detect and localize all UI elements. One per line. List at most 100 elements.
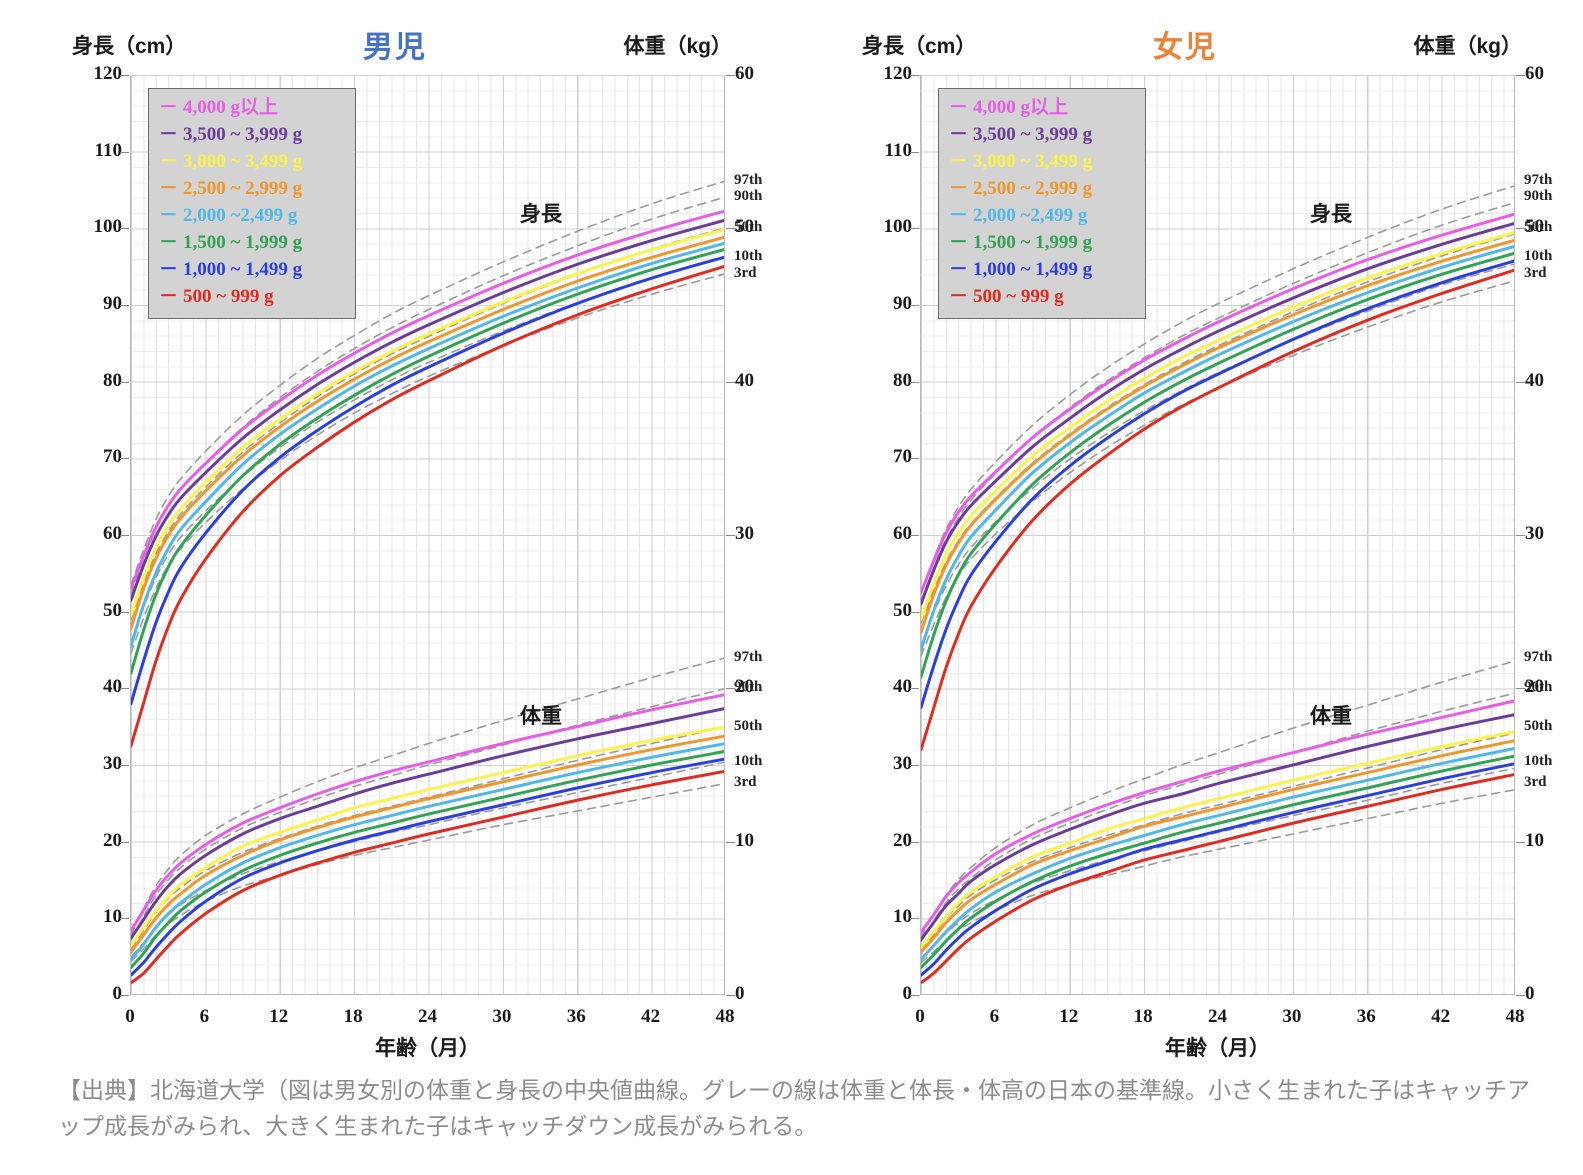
y-tick-left-20: 20: [103, 829, 122, 851]
y-tick-right-0: 0: [735, 983, 745, 1004]
legend-male: － 4,000 g以上－ 3,500 ~ 3,999 g － 3,000 ~ 3,499…: [148, 88, 356, 319]
legend-item-label: 2,000 ~2,499 g: [973, 204, 1088, 226]
curve-4,000 g以上: [131, 693, 724, 933]
x-tick-6: 6: [989, 1006, 1000, 1027]
legend-item-label: 1,000 ~ 1,499 g: [973, 258, 1093, 280]
legend-item-label: 1,500 ~ 1,999 g: [183, 231, 303, 253]
y-tick-left-100: 100: [883, 216, 913, 238]
legend-item-7[interactable]: － 1,000 ~ 1,499 g: [949, 257, 1137, 284]
y-tickmark-right-10: [726, 841, 735, 843]
legend-item-2[interactable]: － 3,500 ~ 3,999 g: [949, 122, 1137, 149]
curve-97th: [131, 657, 724, 936]
curve-4,000 g以上: [921, 212, 1514, 594]
y-tick-right-50: 50: [735, 216, 754, 238]
percentile-label-weight-10th: 10th: [1524, 752, 1553, 769]
curve-2,500 ~ 2,999 g: [131, 734, 724, 954]
left-axis-title-female: 身長（cm）: [862, 35, 977, 58]
percentile-label-weight-3rd: 3rd: [734, 774, 757, 791]
x-tick-36: 36: [1356, 1006, 1376, 1027]
y-axis-left-ticks-female: 120 110 100 90 80 70 60 50 40 30 20 10 0: [864, 63, 913, 1004]
legend-item-1[interactable]: － 4,000 g以上: [159, 95, 347, 122]
curve-1,000 ~ 1,499 g: [131, 255, 724, 706]
y-tickmark-left-120: [910, 75, 919, 76]
x-tick-48: 48: [715, 1006, 735, 1027]
legend-item-label: 4,000 g以上: [183, 97, 279, 118]
y-tick-left-100: 100: [93, 216, 123, 238]
y-tick-left-50: 50: [893, 599, 912, 621]
x-axis-ticks-female: 0 6 12 18 24 30 36 42 48: [915, 1002, 1524, 1032]
legend-item-7[interactable]: － 1,000 ~ 1,499 g: [159, 257, 347, 284]
y-tick-left-80: 80: [893, 369, 912, 391]
legend-item-label: 3,500 ~ 3,999 g: [973, 123, 1093, 145]
y-tick-left-90: 90: [893, 293, 912, 314]
y-tickmark-left-90: [120, 305, 129, 306]
x-tick-0: 0: [915, 1006, 925, 1027]
legend-item-label: 1,500 ~ 1,999 g: [973, 231, 1093, 253]
percentile-label-weight-97th: 97th: [734, 648, 763, 665]
curve-3rd: [131, 782, 724, 963]
legend-item-5[interactable]: － 2,000 ~2,499 g: [949, 203, 1137, 230]
y-axis-right-ticks-female: 60 50 40 30 20 10 0: [1525, 63, 1573, 1004]
curve-50th: [921, 732, 1514, 952]
chart-panel-female: 身長（cm） 体重（kg） 女児 120 110 100 90 80 70 60 50 40 30…: [790, 0, 1580, 1060]
curve-10th: [921, 767, 1514, 959]
legend-item-4[interactable]: － 2,500 ~ 2,999 g: [949, 176, 1137, 203]
y-tick-left-0: 0: [112, 983, 123, 1004]
curve-1,000 ~ 1,499 g: [921, 762, 1514, 977]
legend-dash-icon: －: [949, 97, 969, 118]
y-tickmark-left-20: [910, 841, 919, 843]
legend-dash-icon: －: [949, 204, 969, 226]
legend-item-8[interactable]: － 500 ~ 999 g: [159, 284, 347, 311]
y-tickmark-left-90: [910, 305, 919, 306]
y-tickmark-left-10: [120, 918, 129, 920]
y-tickmark-left-70: [120, 458, 129, 460]
legend-item-label: 2,000 ~2,499 g: [183, 204, 298, 226]
y-tick-left-20: 20: [893, 829, 912, 851]
legend-item-2[interactable]: － 3,500 ~ 3,999 g: [159, 122, 347, 149]
y-tick-right-20: 20: [1525, 676, 1544, 698]
percentile-label-height-10th: 10th: [1524, 248, 1553, 265]
curve-3,000 ~ 3,499 g: [921, 730, 1514, 949]
y-tick-right-60: 60: [735, 63, 754, 84]
curve-500 ~ 999 g: [921, 268, 1514, 752]
y-tickmark-right-30: [726, 535, 735, 536]
x-tick-30: 30: [492, 1006, 512, 1027]
curve-3,000 ~ 3,499 g: [131, 725, 724, 948]
y-tickmark-right-40: [726, 381, 735, 383]
legend-item-8[interactable]: － 500 ~ 999 g: [949, 284, 1137, 311]
y-tick-right-50: 50: [1525, 216, 1544, 238]
legend-item-3[interactable]: － 3,000 ~ 3,499 g: [159, 149, 347, 176]
y-tickmark-right-60: [726, 75, 735, 76]
y-tick-left-70: 70: [103, 446, 122, 468]
legend-item-4[interactable]: － 2,500 ~ 2,999 g: [159, 176, 347, 203]
curve-2,500 ~ 2,999 g: [921, 238, 1514, 634]
x-tick-42: 42: [1431, 1006, 1451, 1027]
legend-item-5[interactable]: － 2,000 ~2,499 g: [159, 203, 347, 230]
y-tickmark-left-0: [910, 995, 919, 996]
percentile-label-height-3rd: 3rd: [1524, 264, 1547, 281]
curve-3,000 ~ 3,499 g: [921, 231, 1514, 621]
legend-item-6[interactable]: － 1,500 ~ 1,999 g: [949, 230, 1137, 257]
legend-item-3[interactable]: － 3,000 ~ 3,499 g: [949, 149, 1137, 176]
legend-item-6[interactable]: － 1,500 ~ 1,999 g: [159, 230, 347, 257]
curves-female: [921, 185, 1514, 985]
x-tick-48: 48: [1505, 1006, 1525, 1027]
curve-3rd: [131, 273, 724, 654]
y-tickmark-left-110: [910, 151, 919, 153]
legend-item-1[interactable]: － 4,000 g以上: [949, 95, 1137, 122]
y-tickmark-left-110: [120, 151, 129, 153]
legend-item-label: 1,000 ~ 1,499 g: [183, 258, 303, 280]
percentile-label-height-90th: 90th: [1524, 187, 1553, 204]
y-tickmark-left-100: [910, 228, 919, 230]
curve-3,500 ~ 3,999 g: [131, 707, 724, 940]
x-tick-12: 12: [269, 1006, 289, 1027]
x-tick-24: 24: [418, 1006, 437, 1027]
percentile-label-height-10th: 10th: [734, 248, 763, 265]
x-tick-18: 18: [1133, 1006, 1153, 1027]
y-tickmark-right-60: [1516, 75, 1525, 76]
y-tick-left-30: 30: [103, 753, 122, 774]
legend-item-label: 500 ~ 999 g: [183, 285, 274, 307]
curve-97th: [921, 185, 1514, 594]
curve-500 ~ 999 g: [131, 769, 724, 985]
y-tick-right-40: 40: [735, 369, 754, 391]
